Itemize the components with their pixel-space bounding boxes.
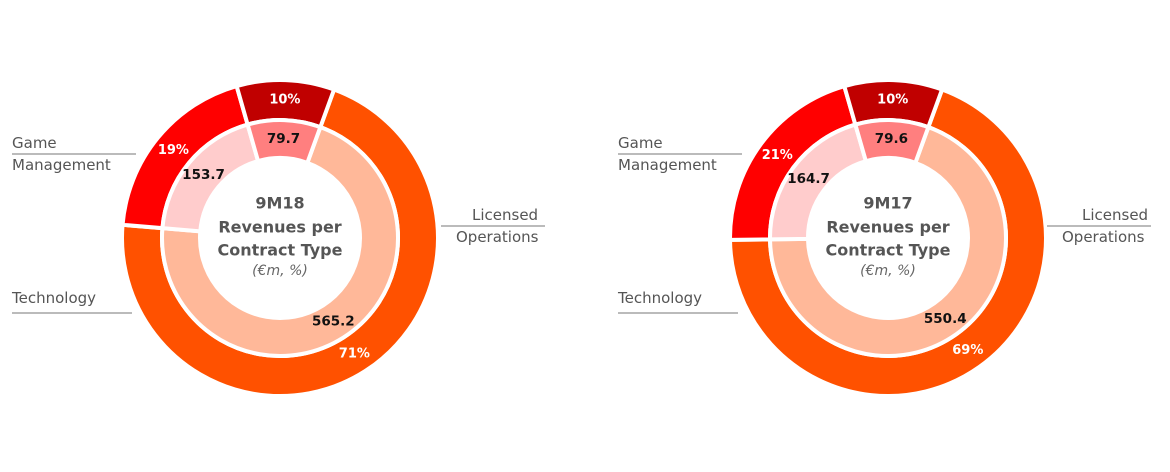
value-label-technology: 153.7: [182, 167, 225, 183]
category-label-game-management: Management: [12, 156, 111, 174]
center-title-line-3: Contract Type: [218, 241, 343, 260]
value-label-game-management: 79.7: [267, 131, 300, 147]
value-label-game-management: 79.6: [875, 131, 908, 147]
percent-label-technology: 19%: [158, 143, 189, 158]
percent-label-technology: 21%: [762, 148, 793, 163]
inner-segment-licensed-operations: [767, 124, 1008, 358]
inner-segment-game-management: [245, 118, 323, 166]
center-title-line-1: 9M18: [255, 194, 304, 213]
percent-label-licensed-operations: 69%: [952, 343, 983, 358]
category-label-technology: Technology: [11, 289, 96, 307]
inner-segment-licensed-operations: [160, 124, 400, 358]
category-label-licensed-operations: Operations: [456, 228, 539, 246]
inner-segment-game-management: [852, 118, 931, 166]
category-label-licensed-operations: Licensed: [472, 206, 538, 224]
percent-label-game-management: 10%: [269, 93, 300, 108]
center-hole: [202, 160, 358, 316]
percent-label-licensed-operations: 71%: [339, 347, 370, 362]
center-title-line-2: Revenues per: [826, 218, 949, 237]
center-title-line-3: Contract Type: [826, 241, 951, 260]
category-label-technology: Technology: [617, 289, 702, 307]
donut-chart-2: 69% 550.4 Licensed Operations 21% 164.7 Techno…: [617, 78, 1151, 398]
center-title-line-2: Revenues per: [218, 218, 341, 237]
category-label-game-management: Game: [12, 134, 57, 152]
donut-chart-1: 71% 565.2 Licensed Operations 19% 153.7 Techno…: [11, 78, 545, 398]
category-label-game-management: Management: [618, 156, 717, 174]
percent-label-game-management: 10%: [877, 93, 908, 108]
value-label-technology: 164.7: [787, 171, 830, 187]
center-hole: [810, 160, 966, 316]
center-unit-label: (€m, %): [860, 263, 916, 279]
category-label-licensed-operations: Licensed: [1082, 206, 1148, 224]
value-label-licensed-operations: 550.4: [924, 311, 967, 327]
center-title-line-1: 9M17: [863, 194, 912, 213]
category-label-game-management: Game: [618, 134, 663, 152]
category-label-licensed-operations: Operations: [1062, 228, 1145, 246]
center-unit-label: (€m, %): [252, 263, 308, 279]
value-label-licensed-operations: 565.2: [312, 313, 355, 329]
